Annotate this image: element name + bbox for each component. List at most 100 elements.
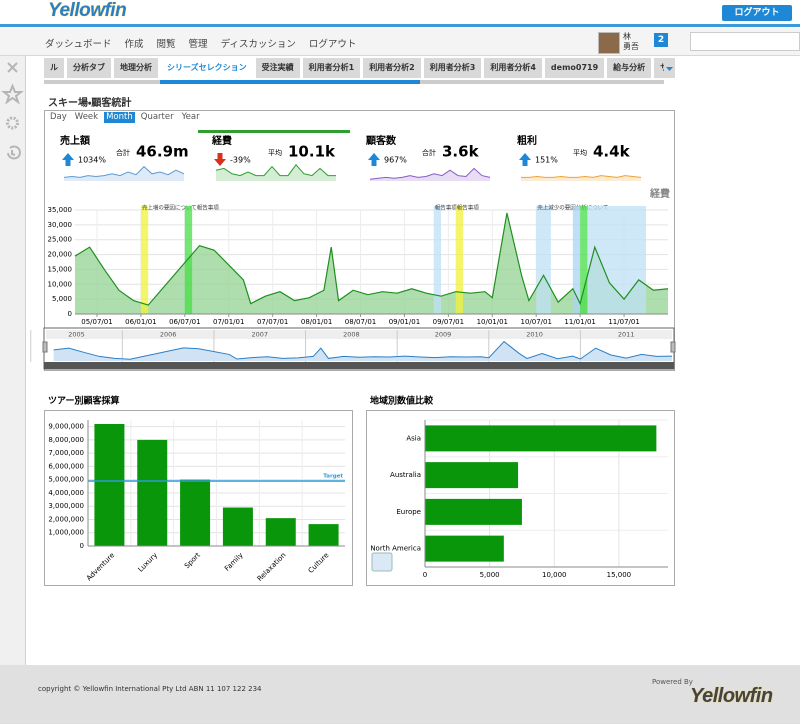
kpi-change: -39% bbox=[230, 156, 251, 165]
tab[interactable]: demo0719 bbox=[544, 58, 605, 78]
nav-item[interactable]: ディスカッション bbox=[220, 39, 296, 50]
nav-item[interactable]: 閲覧 bbox=[156, 39, 176, 50]
annotation-label: 報告事項 bbox=[435, 204, 458, 212]
navigator-year-label: 2005 bbox=[68, 331, 85, 339]
x-tick-label: 0 bbox=[423, 571, 427, 579]
x-tick-label: Relaxation bbox=[256, 551, 288, 583]
kpi-name: 粗利 bbox=[517, 134, 537, 147]
history-icon[interactable] bbox=[7, 145, 21, 160]
nav-bar: ダッシュボード 作成 閲覧 管理 ディスカッション ログアウト 林 勇吾 2 bbox=[0, 28, 800, 56]
area-line bbox=[74, 212, 669, 306]
annotation-label: 売上増の要因について報告事項 bbox=[142, 204, 219, 212]
x-tick-label: Luxury bbox=[137, 551, 160, 574]
hbar-chart-panel bbox=[366, 410, 675, 586]
kpi-active-bar bbox=[198, 130, 350, 133]
x-tick-label: 06/07/01 bbox=[169, 318, 200, 326]
period-option[interactable]: Month bbox=[104, 112, 135, 123]
y-tick-label: 8,000,000 bbox=[48, 436, 84, 444]
tab-scroll-thumb[interactable] bbox=[160, 80, 420, 84]
kpi-arrow bbox=[519, 153, 531, 166]
favorite-icon[interactable] bbox=[1, 83, 24, 105]
period-option[interactable]: Year bbox=[181, 112, 200, 122]
kpi-stat: 合計 bbox=[116, 148, 130, 157]
tab[interactable]: 給与分析 bbox=[607, 58, 652, 78]
nav-item[interactable]: ダッシュボード bbox=[45, 39, 112, 50]
bar bbox=[425, 535, 504, 562]
report-title: スキー場・顧客統計 bbox=[48, 98, 132, 109]
tab[interactable]: 地理分析 bbox=[114, 58, 158, 78]
kpi-value: 4.4k bbox=[593, 143, 631, 161]
tab[interactable]: サンプル bbox=[654, 58, 664, 78]
x-tick-label: 08/07/01 bbox=[345, 318, 376, 326]
navigator-year-label: 2007 bbox=[251, 331, 268, 339]
tab-scroll-button[interactable] bbox=[664, 58, 675, 78]
y-tick-label: 5,000 bbox=[52, 295, 72, 303]
bar bbox=[425, 462, 519, 489]
x-tick-label: 10,000 bbox=[542, 571, 567, 579]
export-icon[interactable] bbox=[371, 552, 393, 572]
period-option[interactable]: Day bbox=[50, 112, 67, 122]
tab[interactable]: 利用者分析2 bbox=[363, 58, 421, 78]
tab[interactable]: ル bbox=[44, 58, 64, 78]
navigator-year-label: 2010 bbox=[526, 331, 543, 339]
period-option[interactable]: Quarter bbox=[140, 112, 174, 122]
y-tick-label: 30,000 bbox=[48, 221, 73, 229]
chart-title: ツアー別顧客採算 bbox=[48, 395, 119, 407]
kpi-sparkline-fill bbox=[216, 164, 336, 181]
kpi-value: 46.9m bbox=[136, 143, 189, 161]
nav-item[interactable]: 作成 bbox=[124, 39, 144, 50]
y-tick-label: 15,000 bbox=[48, 265, 73, 273]
bar bbox=[425, 498, 522, 525]
settings-icon[interactable] bbox=[6, 116, 19, 130]
bar bbox=[308, 524, 339, 546]
nav-item[interactable]: ログアウト bbox=[308, 39, 357, 50]
navigator-year-label: 2006 bbox=[160, 331, 177, 339]
kpi-name: 顧客数 bbox=[366, 134, 397, 147]
x-tick-label: 11/01/01 bbox=[564, 318, 595, 326]
tab[interactable]: 利用者分析3 bbox=[423, 58, 482, 78]
report-panel bbox=[44, 110, 675, 371]
x-tick-label: 5,000 bbox=[480, 571, 500, 579]
logout-button[interactable]: ログアウト bbox=[722, 5, 792, 21]
tab[interactable]: 利用者分析1 bbox=[302, 58, 361, 78]
y-tick-label: Asia bbox=[406, 434, 421, 442]
user-given-name[interactable]: 勇吾 bbox=[623, 42, 639, 51]
period-selector: Day Week Month Quarter Year bbox=[48, 112, 202, 123]
kpi-change: 1034% bbox=[78, 156, 106, 165]
navigator-scrollbar bbox=[44, 362, 674, 369]
tab[interactable]: 利用者分析4 bbox=[484, 58, 542, 78]
tab[interactable]: 分析タブ bbox=[67, 58, 111, 78]
x-tick-label: 08/01/01 bbox=[301, 318, 332, 326]
navigator-fill bbox=[53, 341, 672, 361]
kpi-sparkline bbox=[215, 164, 336, 177]
close-icon[interactable] bbox=[7, 62, 18, 73]
x-tick-label: 09/01/01 bbox=[389, 318, 420, 326]
x-tick-label: 05/07/01 bbox=[81, 318, 112, 326]
nav-item[interactable]: 管理 bbox=[188, 39, 208, 50]
user-avatar[interactable] bbox=[598, 32, 620, 54]
chart-title: 経費 bbox=[649, 187, 670, 200]
bar-chart-panel bbox=[44, 410, 353, 586]
kpi-stat: 合計 bbox=[422, 148, 436, 157]
annotation-band bbox=[572, 206, 581, 314]
x-tick-label: 11/07/01 bbox=[608, 318, 639, 326]
kpi-sparkline bbox=[369, 167, 491, 180]
y-tick-label: 2,000,000 bbox=[48, 515, 84, 523]
kpi-name: 経費 bbox=[211, 134, 232, 147]
tab[interactable]: シリーズセレクション bbox=[161, 58, 253, 78]
kpi-sparkline bbox=[521, 175, 642, 178]
navigator-year-label: 2008 bbox=[343, 331, 360, 339]
notification-badge[interactable]: 2 bbox=[654, 33, 668, 47]
user-family-name[interactable]: 林 bbox=[623, 32, 631, 41]
logo[interactable]: Yellowfin bbox=[48, 0, 127, 21]
tab-scrollbar[interactable] bbox=[44, 80, 664, 84]
tab-scroll-arrow bbox=[666, 67, 673, 71]
navigator-handle-right[interactable] bbox=[670, 341, 676, 353]
annotation-band bbox=[184, 206, 193, 314]
navigator-handle-left[interactable] bbox=[42, 341, 48, 353]
header: Yellowfin bbox=[0, 0, 800, 27]
kpi-name: 売上額 bbox=[60, 134, 91, 147]
tab[interactable]: 受注実績 bbox=[255, 58, 300, 78]
period-option[interactable]: Week bbox=[74, 112, 99, 122]
